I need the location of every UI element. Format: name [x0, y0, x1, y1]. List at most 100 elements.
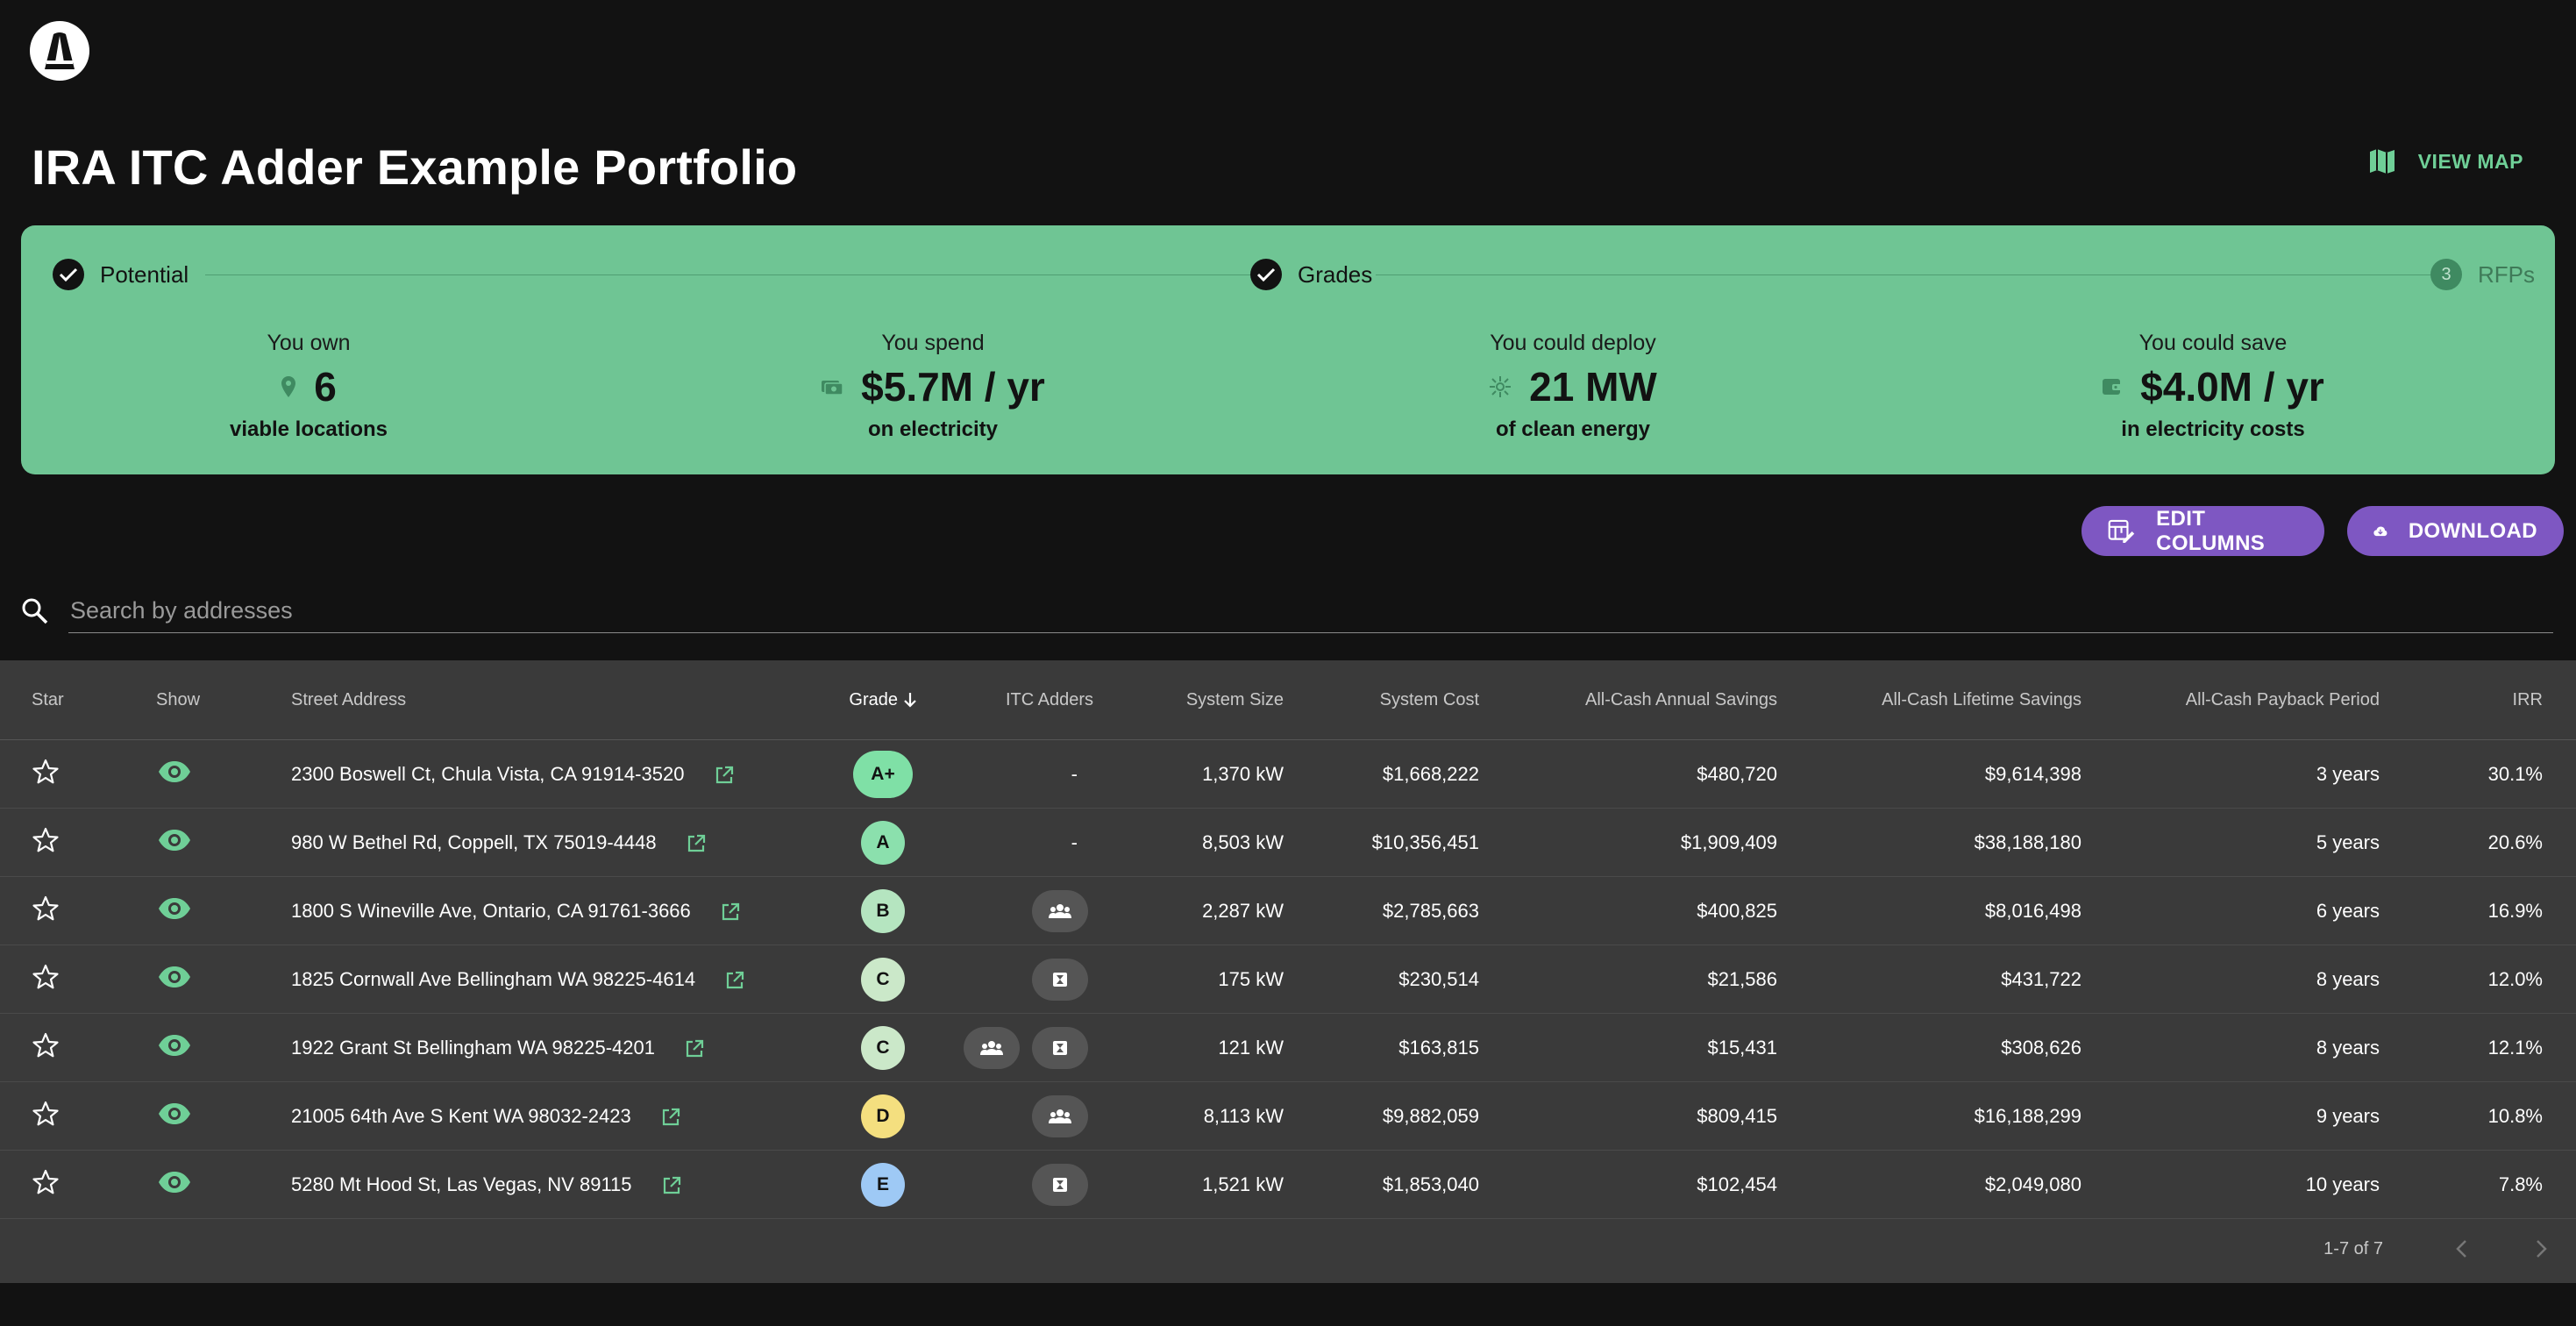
street-address[interactable]: 2300 Boswell Ct, Chula Vista, CA 91914-3… — [291, 762, 685, 785]
external-link-icon[interactable] — [661, 1108, 680, 1127]
annual-savings: $21,586 — [1479, 945, 1777, 1014]
col-header-system-size[interactable]: System Size — [1093, 660, 1284, 740]
community-adder-icon[interactable] — [1032, 1094, 1088, 1137]
col-header-irr[interactable]: IRR — [2380, 660, 2576, 740]
col-header-address[interactable]: Street Address — [291, 660, 835, 740]
system-cost: $1,668,222 — [1284, 739, 1479, 809]
eye-icon[interactable] — [158, 966, 191, 988]
step-number: 3 — [2430, 259, 2462, 290]
energy-community-adder-icon[interactable] — [1032, 1163, 1088, 1206]
col-header-annual-savings[interactable]: All-Cash Annual Savings — [1479, 660, 1777, 740]
table-row[interactable]: 1922 Grant St Bellingham WA 98225-4201 C… — [0, 1013, 2576, 1082]
community-adder-icon[interactable] — [1032, 889, 1088, 932]
street-address[interactable]: 1800 S Wineville Ave, Ontario, CA 91761-… — [291, 899, 691, 922]
eye-icon[interactable] — [158, 1102, 191, 1125]
table-row[interactable]: 2300 Boswell Ct, Chula Vista, CA 91914-3… — [0, 739, 2576, 809]
eye-icon[interactable] — [158, 829, 191, 852]
payback-period: 8 years — [2081, 945, 2380, 1014]
table-row[interactable]: 1800 S Wineville Ave, Ontario, CA 91761-… — [0, 876, 2576, 945]
table-row[interactable]: 1825 Cornwall Ave Bellingham WA 98225-46… — [0, 945, 2576, 1014]
external-link-icon[interactable] — [715, 766, 734, 785]
grade-badge: D — [861, 1094, 905, 1138]
external-link-icon[interactable] — [721, 902, 740, 922]
street-address[interactable]: 980 W Bethel Rd, Coppell, TX 75019-4448 — [291, 831, 657, 853]
location-pin-icon — [281, 376, 296, 397]
system-size: 1,370 kW — [1093, 739, 1284, 809]
col-header-lifetime-savings[interactable]: All-Cash Lifetime Savings — [1777, 660, 2081, 740]
cloud-download-icon — [2373, 525, 2387, 536]
energy-community-adder-icon[interactable] — [1032, 1026, 1088, 1069]
metric-value: 21 MW — [1529, 364, 1657, 410]
energy-community-adder-icon[interactable] — [1032, 958, 1088, 1001]
eye-icon[interactable] — [158, 897, 191, 920]
lifetime-savings: $2,049,080 — [1777, 1150, 2081, 1219]
street-address[interactable]: 21005 64th Ave S Kent WA 98032-2423 — [291, 1104, 631, 1127]
step-potential[interactable]: Potential — [53, 259, 189, 290]
step-label: Potential — [100, 260, 189, 288]
external-link-icon[interactable] — [662, 1176, 681, 1195]
pagination: 1-7 of 7 — [0, 1215, 2576, 1283]
col-header-itc-adders[interactable]: ITC Adders — [931, 660, 1093, 740]
star-icon[interactable] — [32, 758, 60, 786]
street-address[interactable]: 1922 Grant St Bellingham WA 98225-4201 — [291, 1036, 656, 1059]
eye-icon[interactable] — [158, 1034, 191, 1057]
external-link-icon[interactable] — [685, 1039, 704, 1059]
page-title: IRA ITC Adder Example Portfolio — [32, 139, 798, 195]
locations-table: Star Show Street Address Grade ITC Adder… — [0, 660, 2576, 1219]
col-header-system-cost[interactable]: System Cost — [1284, 660, 1479, 740]
chevron-left-icon[interactable] — [2453, 1238, 2471, 1259]
payback-period: 3 years — [2081, 739, 2380, 809]
edit-columns-button[interactable]: EDIT COLUMNS — [2081, 506, 2324, 556]
community-adder-icon[interactable] — [964, 1026, 1020, 1069]
lifetime-savings: $8,016,498 — [1777, 876, 2081, 945]
col-header-star[interactable]: Star — [0, 660, 123, 740]
table-row[interactable]: 5280 Mt Hood St, Las Vegas, NV 89115 E 1… — [0, 1150, 2576, 1219]
eye-icon[interactable] — [158, 760, 191, 783]
star-icon[interactable] — [32, 1168, 60, 1196]
system-cost: $2,785,663 — [1284, 876, 1479, 945]
solar-icon — [1490, 376, 1512, 397]
irr-value: 20.6% — [2380, 808, 2576, 877]
eye-icon[interactable] — [158, 1171, 191, 1194]
irr-value: 10.8% — [2380, 1081, 2576, 1151]
table-row[interactable]: 21005 64th Ave S Kent WA 98032-2423 D 8,… — [0, 1081, 2576, 1151]
col-header-payback-period[interactable]: All-Cash Payback Period — [2081, 660, 2380, 740]
itc-adders-value: - — [1071, 762, 1078, 785]
search-bar — [21, 589, 2553, 633]
download-label: DOWNLOAD — [2408, 518, 2537, 543]
star-icon[interactable] — [32, 1100, 60, 1128]
annual-savings: $1,909,409 — [1479, 808, 1777, 877]
street-address[interactable]: 1825 Cornwall Ave Bellingham WA 98225-46… — [291, 967, 696, 990]
external-link-icon[interactable] — [725, 971, 744, 990]
download-button[interactable]: DOWNLOAD — [2347, 506, 2564, 556]
annual-savings: $480,720 — [1479, 739, 1777, 809]
metric-value: 6 — [314, 364, 337, 410]
col-header-grade[interactable]: Grade — [835, 660, 931, 740]
itc-adders-value: - — [1071, 831, 1078, 853]
portfolio-summary-panel: Potential Grades 3 RFPs You own 6 viable… — [21, 225, 2555, 474]
star-icon[interactable] — [32, 895, 60, 923]
metric-subtitle: of clean energy — [1495, 417, 1651, 441]
step-grades[interactable]: Grades — [1250, 259, 1372, 290]
lifetime-savings: $16,188,299 — [1777, 1081, 2081, 1151]
star-icon[interactable] — [32, 826, 60, 854]
app-logo[interactable] — [30, 21, 89, 81]
money-icon — [822, 381, 843, 396]
view-map-button[interactable]: VIEW MAP — [2369, 149, 2523, 174]
step-rfps[interactable]: 3 RFPs — [2430, 259, 2535, 290]
edit-columns-icon — [2108, 519, 2135, 543]
street-address[interactable]: 5280 Mt Hood St, Las Vegas, NV 89115 — [291, 1173, 632, 1195]
col-header-show[interactable]: Show — [123, 660, 291, 740]
star-icon[interactable] — [32, 963, 60, 991]
logo-icon — [45, 32, 75, 69]
chevron-right-icon[interactable] — [2532, 1238, 2550, 1259]
external-link-icon[interactable] — [687, 834, 706, 853]
metric-save: You could save $4.0M / yr in electricity… — [1994, 331, 2432, 442]
search-input[interactable] — [68, 596, 2553, 625]
metric-subtitle: viable locations — [229, 417, 388, 441]
system-size: 8,113 kW — [1093, 1081, 1284, 1151]
metric-value: $5.7M / yr — [861, 364, 1045, 410]
star-icon[interactable] — [32, 1031, 60, 1059]
table-row[interactable]: 980 W Bethel Rd, Coppell, TX 75019-4448 … — [0, 808, 2576, 877]
system-cost: $9,882,059 — [1284, 1081, 1479, 1151]
